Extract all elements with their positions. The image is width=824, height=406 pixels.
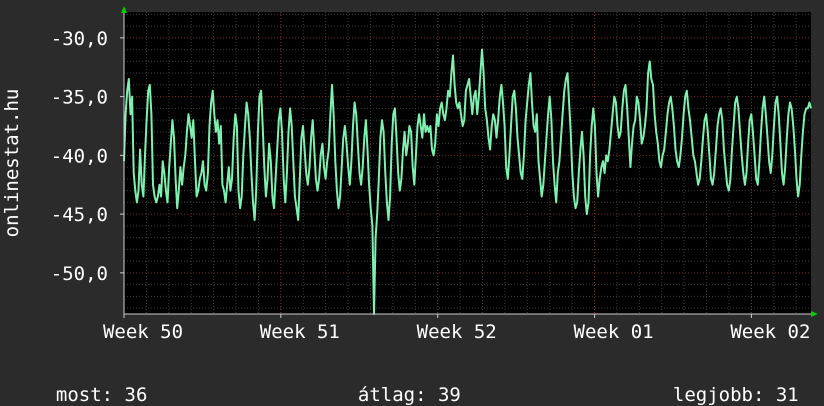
y-tick-label: -30,0 [51, 28, 108, 50]
best-stat-value: 31 [775, 384, 799, 406]
x-tick-label: Week 51 [260, 321, 340, 343]
chart: -30,0 -35,0 -40,0 -45,0 -50,0 Week 50 Week 51… [1, 6, 818, 343]
x-tick-label: Week 02 [730, 321, 810, 343]
best-stat-label: legjobb: [672, 384, 765, 406]
average-stat-value: 39 [437, 384, 461, 406]
average-stat: átlag: 39 [335, 362, 461, 406]
current-stat-value: 36 [124, 384, 148, 406]
y-ticks: -30,0 -35,0 -40,0 -45,0 -50,0 [51, 28, 124, 285]
y-axis-label: onlinestat.hu [1, 89, 23, 238]
y-tick-label: -45,0 [51, 204, 108, 226]
x-axis-arrow-icon [811, 311, 818, 317]
y-tick-label: -35,0 [51, 87, 108, 109]
series-line [123, 48, 812, 315]
x-tick-label: Week 52 [417, 321, 497, 343]
current-stat: most: 36 [33, 362, 148, 406]
average-stat-label: átlag: [357, 384, 427, 406]
y-axis-arrow-icon [121, 6, 127, 13]
y-tick-label: -40,0 [51, 145, 108, 167]
x-tick-label: Week 01 [574, 321, 654, 343]
best-stat: legjobb: 31 [650, 362, 799, 406]
current-stat-label: most: [55, 384, 114, 406]
x-tick-label: Week 50 [103, 321, 183, 343]
plot-background [124, 12, 811, 314]
x-ticks: Week 50 Week 51 Week 52 Week 01 Week 02 [103, 314, 810, 343]
y-tick-label: -50,0 [51, 263, 108, 285]
